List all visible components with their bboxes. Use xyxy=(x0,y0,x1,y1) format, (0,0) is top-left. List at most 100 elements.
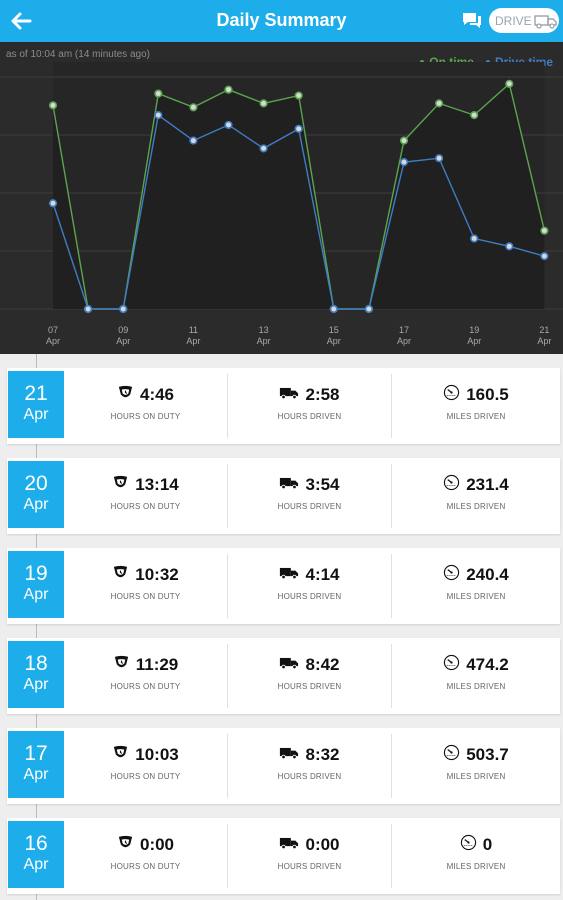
miles-label: MILES DRIVEN xyxy=(446,502,506,511)
miles-driven: 0 MILES DRIVEN xyxy=(392,818,560,894)
x-tick-month: Apr xyxy=(46,336,60,346)
page-title: Daily Summary xyxy=(216,10,347,30)
date-month: Apr xyxy=(23,586,49,603)
miles-driven: 240.4 MILES DRIVEN xyxy=(392,548,560,624)
on-duty-label: HOURS ON DUTY xyxy=(110,592,181,601)
miles-label: MILES DRIVEN xyxy=(446,862,506,871)
data-point-on-time xyxy=(435,99,444,108)
data-point-drive-time xyxy=(119,304,128,314)
day-card[interactable]: 20 Apr 13:14 HOURS ON DUTY 3:54 HOURS DRIVEN 2… xyxy=(7,458,560,534)
divider xyxy=(391,554,392,618)
divider xyxy=(391,374,392,438)
miles-driven: 160.5 MILES DRIVEN xyxy=(392,368,560,444)
data-point-on-time xyxy=(399,136,409,145)
truck-icon xyxy=(279,565,299,585)
timeline-line xyxy=(36,354,37,900)
day-card[interactable]: 16 Apr 0:00 HOURS ON DUTY 0:00 HOURS DRIVEN 0 M… xyxy=(7,818,560,894)
data-point-drive-time xyxy=(505,242,514,251)
truck-icon xyxy=(279,655,299,675)
day-list: 21 Apr 4:46 HOURS ON DUTY 2:58 HOURS DRIVEN 16… xyxy=(0,354,563,900)
on-duty-label: HOURS ON DUTY xyxy=(110,862,181,871)
truck-icon xyxy=(279,835,299,855)
data-point-drive-time xyxy=(83,304,93,314)
miles-label: MILES DRIVEN xyxy=(446,682,506,691)
hours-on-duty: 10:03 HOURS ON DUTY xyxy=(64,728,227,804)
on-duty-label: HOURS ON DUTY xyxy=(110,772,181,781)
speedometer-icon xyxy=(460,834,477,856)
speedometer-icon xyxy=(443,474,460,496)
messages-button[interactable] xyxy=(461,10,483,32)
data-point-drive-time xyxy=(399,158,409,167)
daily-chart: as of 10:04 am (14 minutes ago) On time … xyxy=(0,42,563,354)
day-card[interactable]: 19 Apr 10:32 HOURS ON DUTY 4:14 HOURS DRIVEN 2… xyxy=(7,548,560,624)
divider xyxy=(227,644,228,708)
data-point-drive-time xyxy=(364,304,374,314)
driven-label: HOURS DRIVEN xyxy=(277,862,342,871)
data-point-drive-time xyxy=(189,136,198,145)
shield-clock-icon xyxy=(112,474,129,496)
hours-driven: 3:54 HOURS DRIVEN xyxy=(228,458,391,534)
on-duty-label: HOURS ON DUTY xyxy=(110,502,181,511)
x-tick-day: 11 xyxy=(189,325,198,335)
driven-label: HOURS DRIVEN xyxy=(277,772,342,781)
x-tick-month: Apr xyxy=(327,336,341,346)
driven-label: HOURS DRIVEN xyxy=(277,502,342,511)
hours-driven: 8:42 HOURS DRIVEN xyxy=(228,638,391,714)
day-card[interactable]: 17 Apr 10:03 HOURS ON DUTY 8:32 HOURS DRIVEN 5… xyxy=(7,728,560,804)
truck-icon xyxy=(279,745,299,765)
app-bar: Daily Summary DRIVE xyxy=(0,0,563,42)
day-card[interactable]: 21 Apr 4:46 HOURS ON DUTY 2:58 HOURS DRIVEN 16… xyxy=(7,368,560,444)
drive-label: DRIVE xyxy=(495,13,532,28)
x-tick-month: Apr xyxy=(116,336,130,346)
on-duty-value: 13:14 xyxy=(135,475,179,494)
miles-driven: 474.2 MILES DRIVEN xyxy=(392,638,560,714)
hours-on-duty: 13:14 HOURS ON DUTY xyxy=(64,458,227,534)
data-point-on-time xyxy=(505,79,514,88)
shield-clock-icon xyxy=(117,834,134,856)
date-badge: 19 Apr xyxy=(8,551,64,618)
hours-driven: 2:58 HOURS DRIVEN xyxy=(228,368,391,444)
series-area-on-time xyxy=(53,83,545,309)
data-point-on-time xyxy=(189,103,198,112)
speedometer-icon xyxy=(443,654,460,676)
miles-value: 0 xyxy=(482,835,493,854)
hours-on-duty: 10:32 HOURS ON DUTY xyxy=(64,548,227,624)
x-tick-month: Apr xyxy=(467,336,481,346)
driven-value: 2:58 xyxy=(305,385,340,404)
speedometer-icon xyxy=(443,564,460,586)
arrow-left-icon xyxy=(11,12,32,30)
drive-mode-button[interactable]: DRIVE xyxy=(489,8,559,33)
x-tick-day: 07 xyxy=(48,325,58,335)
date-day: 16 xyxy=(24,832,48,855)
date-day: 18 xyxy=(24,652,48,675)
date-badge: 21 Apr xyxy=(8,371,64,438)
date-badge: 18 Apr xyxy=(8,641,64,708)
date-month: Apr xyxy=(23,766,49,783)
date-day: 21 xyxy=(24,382,48,405)
x-tick-day: 15 xyxy=(329,325,339,335)
speedometer-icon xyxy=(443,384,460,406)
driven-label: HOURS DRIVEN xyxy=(277,592,342,601)
chat-icon xyxy=(463,13,481,28)
divider xyxy=(227,374,228,438)
driven-value: 8:32 xyxy=(305,745,340,764)
driven-value: 4:14 xyxy=(305,565,340,584)
miles-driven: 503.7 MILES DRIVEN xyxy=(392,728,560,804)
date-badge: 17 Apr xyxy=(8,731,64,798)
data-point-on-time xyxy=(224,85,233,94)
x-tick-day: 19 xyxy=(469,325,479,335)
miles-label: MILES DRIVEN xyxy=(446,412,506,421)
on-duty-value: 10:03 xyxy=(135,745,179,764)
on-duty-label: HOURS ON DUTY xyxy=(110,682,181,691)
driven-label: HOURS DRIVEN xyxy=(277,412,342,421)
driven-value: 0:00 xyxy=(305,835,340,854)
date-month: Apr xyxy=(23,856,49,873)
miles-value: 474.2 xyxy=(466,655,509,674)
back-button[interactable] xyxy=(6,6,36,36)
data-point-drive-time xyxy=(470,234,479,243)
shield-clock-icon xyxy=(117,384,134,406)
day-card[interactable]: 18 Apr 11:29 HOURS ON DUTY 8:42 HOURS DRIVEN 4… xyxy=(7,638,560,714)
data-point-on-time xyxy=(540,226,549,235)
data-point-drive-time xyxy=(259,144,268,153)
